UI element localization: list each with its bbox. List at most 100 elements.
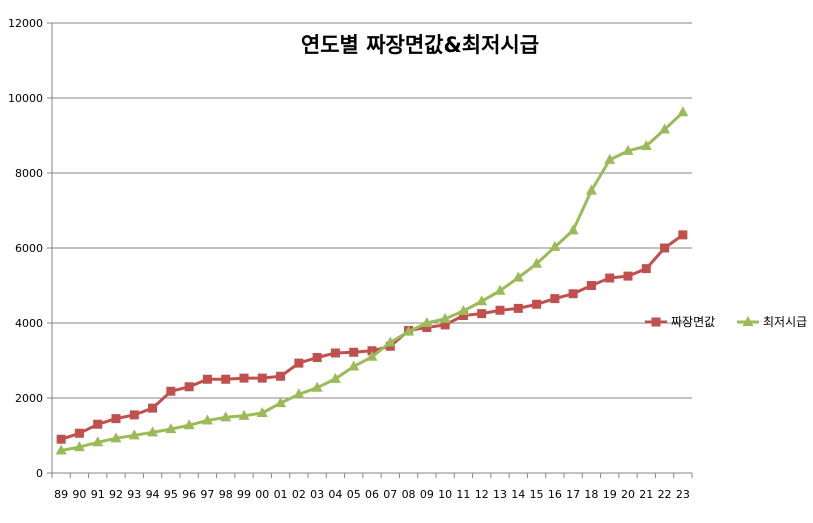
x-tick-label: 92: [109, 488, 123, 501]
data-point: [457, 305, 469, 315]
series-2: [55, 106, 689, 455]
x-tick-label: 08: [402, 488, 416, 501]
data-point: [56, 434, 66, 444]
x-tick-label: 19: [603, 488, 617, 501]
data-point: [220, 411, 232, 422]
data-point: [276, 371, 286, 381]
data-point: [678, 230, 688, 240]
data-point: [494, 284, 506, 295]
y-tick-labels: 0 2000 4000 6000 8000 10000 12000: [8, 17, 43, 480]
series-1: [56, 230, 688, 444]
legend: 짜장면값 최저시급: [645, 315, 807, 329]
x-tick-label: 94: [146, 488, 160, 501]
y-tick-label: 4000: [15, 317, 43, 330]
x-tick-label: 03: [310, 488, 324, 501]
legend-label: 짜장면값: [671, 315, 715, 329]
data-point: [549, 240, 561, 251]
x-tick-label: 07: [383, 488, 397, 501]
x-tick-label: 12: [475, 488, 489, 501]
data-point: [293, 388, 305, 399]
data-point: [349, 347, 359, 357]
data-point: [476, 295, 488, 306]
y-tick-label: 10000: [8, 92, 43, 105]
x-tick-label: 96: [182, 488, 196, 501]
x-tick-label: 23: [676, 488, 690, 501]
legend-marker: [742, 316, 754, 326]
series-group: [55, 106, 689, 455]
data-point: [73, 441, 85, 452]
data-point: [585, 184, 597, 195]
data-point: [660, 243, 670, 253]
data-point: [512, 271, 524, 282]
x-tick-label: 13: [493, 488, 507, 501]
x-tick-label: 00: [255, 488, 269, 501]
legend-marker: [651, 317, 661, 327]
data-point: [238, 409, 250, 420]
x-tick-label: 99: [237, 488, 251, 501]
data-point: [294, 358, 304, 368]
data-point: [329, 372, 341, 383]
x-tick-label: 97: [200, 488, 214, 501]
x-tick-label: 09: [420, 488, 434, 501]
y-tick-label: 12000: [8, 17, 43, 30]
x-tick-label: 22: [658, 488, 672, 501]
data-point: [348, 360, 360, 371]
x-tick-label: 04: [328, 488, 342, 501]
x-tick-label: 91: [91, 488, 105, 501]
data-point: [366, 350, 378, 361]
data-point: [586, 281, 596, 290]
x-tick-label: 14: [511, 488, 525, 501]
data-point: [550, 294, 560, 304]
x-tick-label: 15: [530, 488, 544, 501]
data-point: [568, 289, 578, 299]
data-point: [422, 323, 432, 332]
data-point: [312, 353, 322, 362]
data-point: [55, 444, 67, 455]
data-point: [495, 305, 505, 315]
y-tick-label: 6000: [15, 242, 43, 255]
data-point: [623, 271, 633, 281]
x-tick-label: 93: [127, 488, 141, 501]
x-tick-label: 21: [639, 488, 653, 501]
x-tick-label: 05: [347, 488, 361, 501]
data-point: [677, 106, 689, 117]
data-point: [111, 414, 121, 424]
data-point: [129, 410, 139, 420]
legend-label: 최저시급: [763, 315, 807, 329]
data-point: [439, 312, 451, 323]
data-point: [421, 317, 433, 327]
data-point: [256, 407, 268, 417]
x-tick-label: 95: [164, 488, 178, 501]
x-tick-label: 20: [621, 488, 635, 501]
data-point: [604, 153, 616, 164]
chart-title: 연도별 짜장면값&최저시급: [301, 33, 539, 57]
data-point: [659, 123, 671, 134]
x-tick-label: 11: [456, 488, 470, 501]
data-point: [311, 381, 323, 392]
data-point: [166, 386, 176, 396]
x-tick-label: 16: [548, 488, 562, 501]
data-point: [532, 299, 542, 309]
x-tick-label: 10: [438, 488, 452, 501]
data-point: [221, 374, 231, 384]
data-point: [257, 373, 267, 383]
data-point: [622, 144, 634, 155]
x-tick-label: 90: [72, 488, 86, 501]
data-point: [275, 397, 287, 408]
data-point: [183, 419, 195, 430]
x-tick-label: 02: [292, 488, 306, 501]
x-tick-label: 89: [54, 488, 68, 501]
data-point: [184, 382, 194, 392]
data-point: [531, 257, 543, 268]
data-point: [477, 309, 487, 319]
data-point: [148, 403, 158, 413]
data-point: [128, 429, 140, 440]
data-point: [239, 373, 249, 383]
data-point: [165, 423, 177, 434]
x-tick-label: 17: [566, 488, 580, 501]
legend-item: 최저시급: [737, 315, 807, 329]
data-point: [384, 336, 396, 347]
data-point: [440, 320, 450, 330]
legend-item: 짜장면값: [645, 315, 715, 329]
data-point: [640, 140, 652, 150]
